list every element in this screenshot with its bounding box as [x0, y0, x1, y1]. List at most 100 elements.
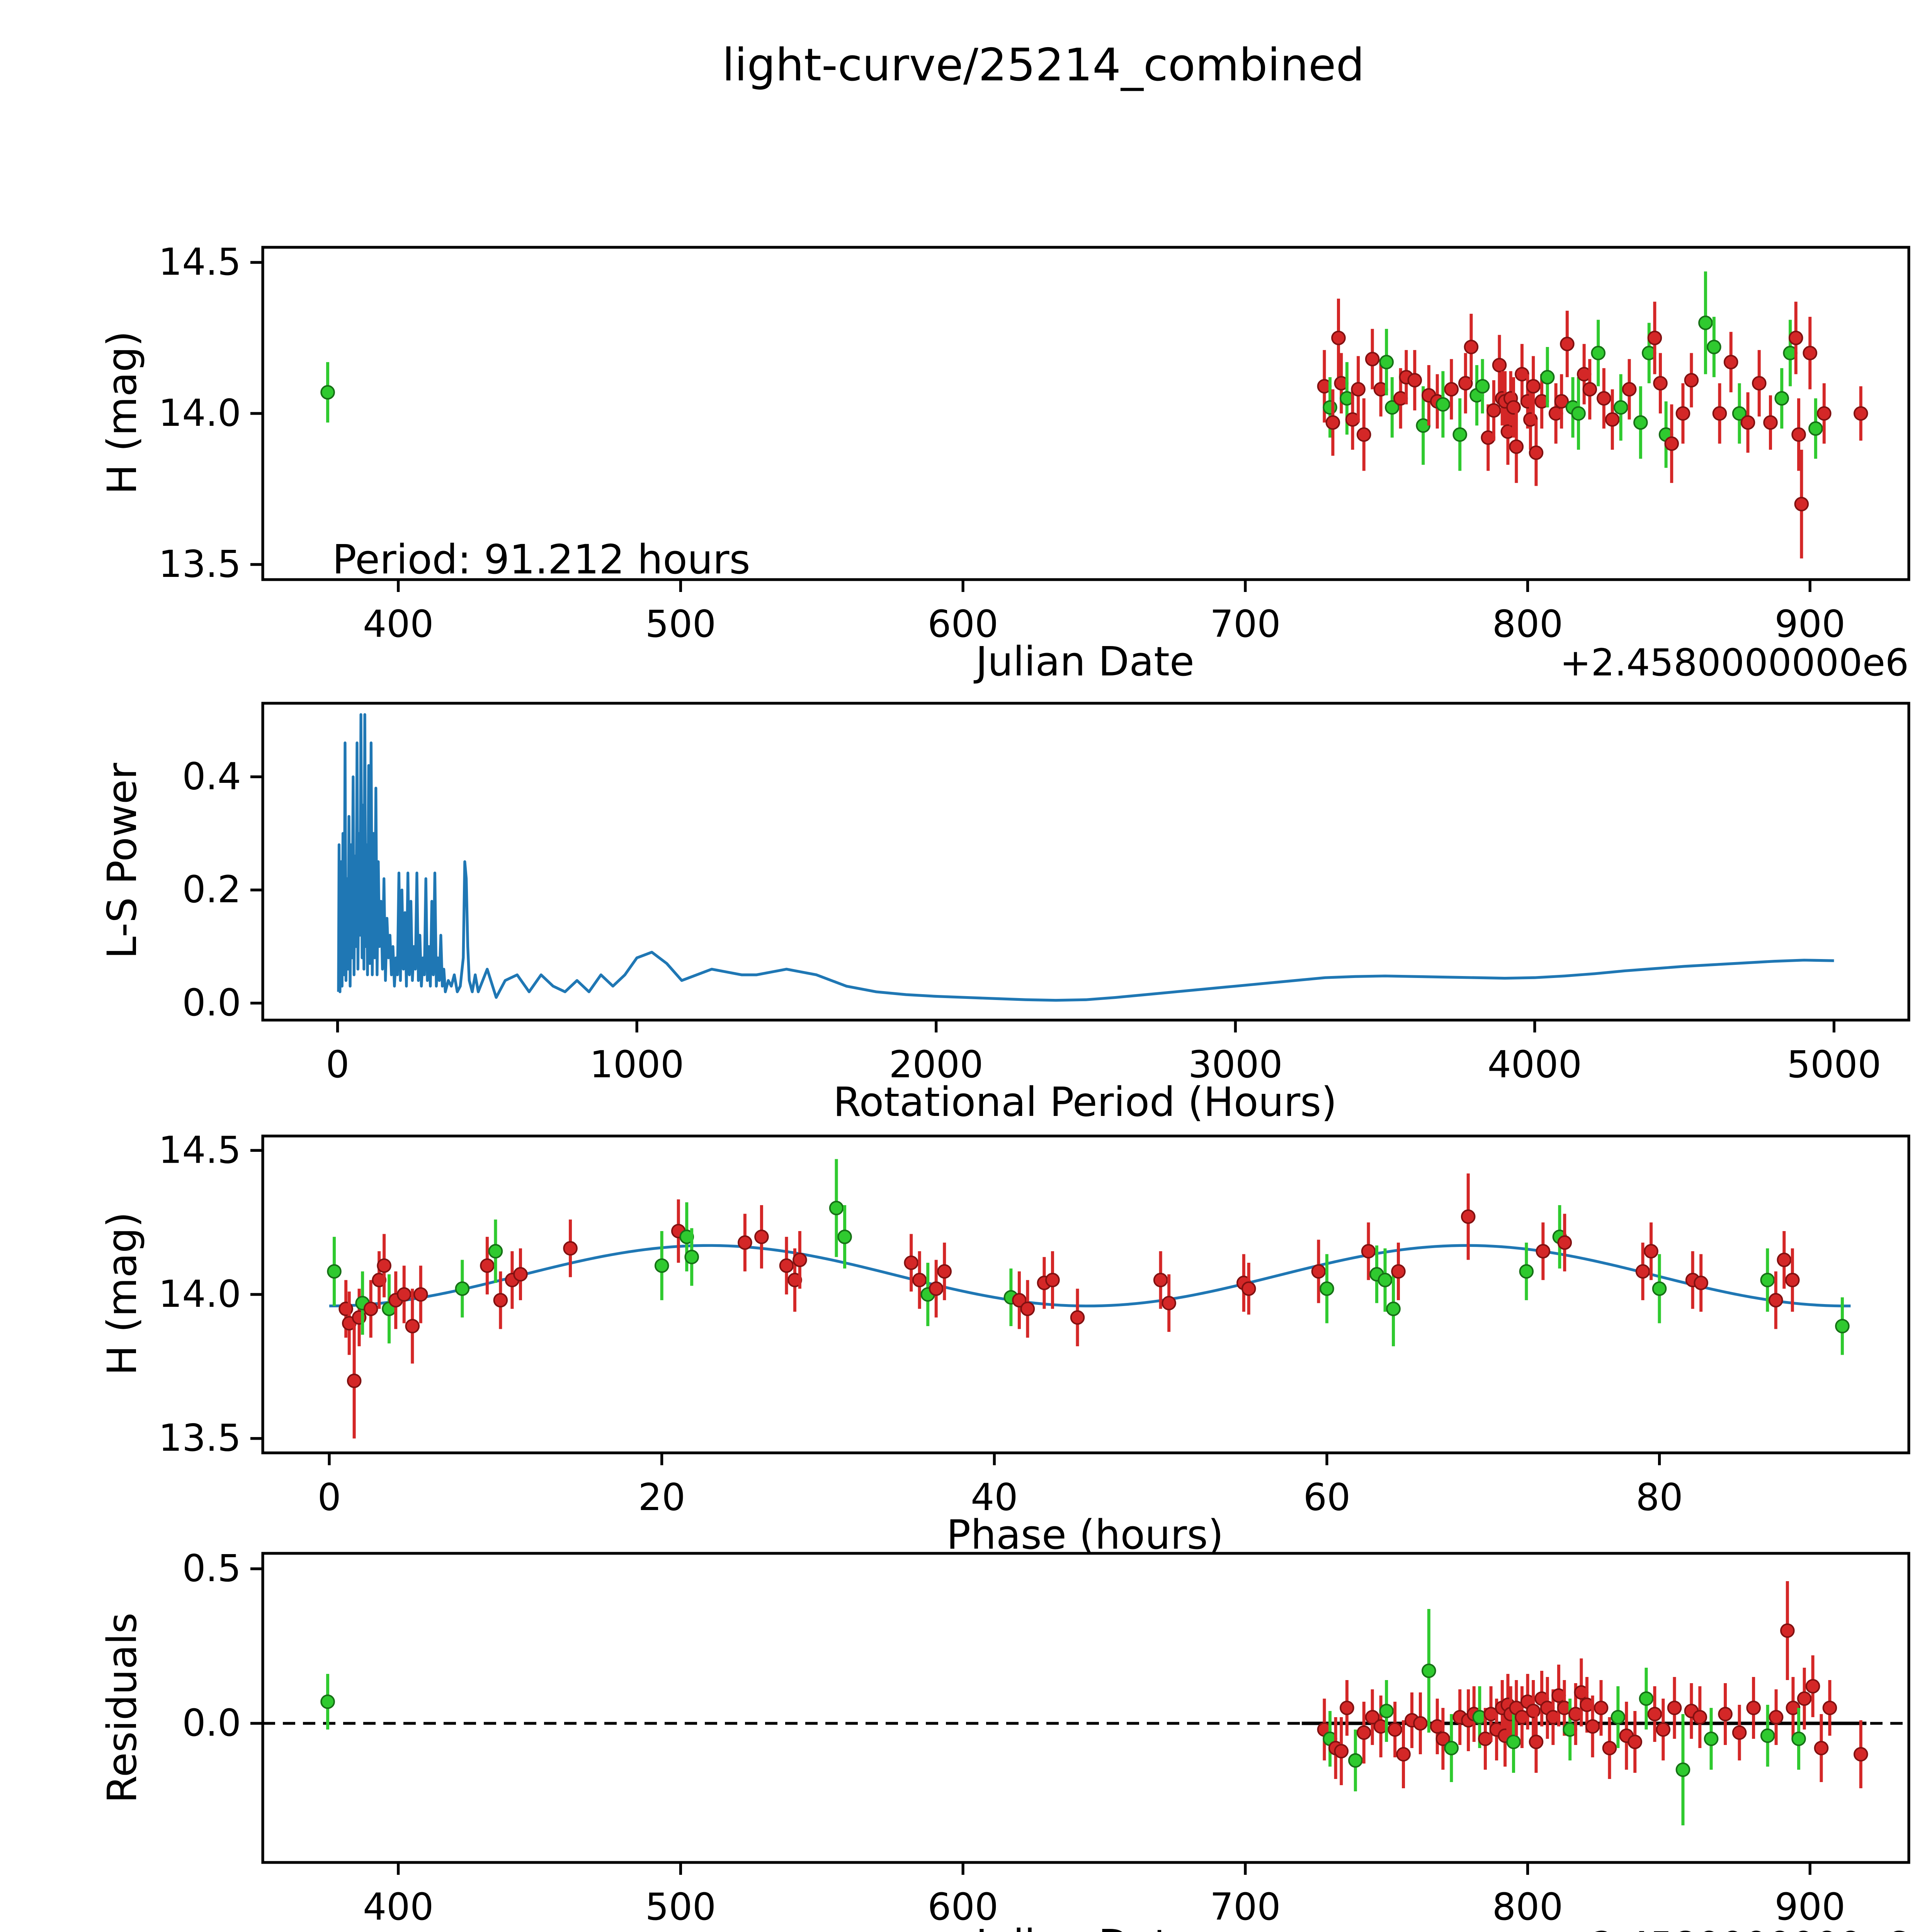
data-point-r: [937, 1264, 952, 1279]
data-point-g: [1652, 1281, 1667, 1296]
data-point-g: [1385, 400, 1400, 415]
y-tick-label: 14.5: [158, 1128, 241, 1172]
data-point-r: [1486, 403, 1501, 418]
data-point-r: [1814, 1741, 1829, 1755]
data-point-r: [1797, 1691, 1812, 1706]
data-point-r: [1791, 427, 1806, 442]
data-point-r: [413, 1287, 428, 1302]
data-point-r: [1391, 1264, 1406, 1279]
x-tick-label: 5000: [1787, 1043, 1881, 1086]
y-tick-label: 14.0: [158, 391, 241, 435]
data-point-r: [1647, 330, 1662, 345]
y-tick-label: 14.0: [158, 1272, 241, 1316]
data-point-g: [1808, 421, 1823, 436]
x-tick-label: 3000: [1188, 1043, 1282, 1086]
data-point-r: [904, 1255, 918, 1270]
subplot-phase-curve: 0 20 40 60 80 14.5 14.0 13.5: [158, 1128, 1910, 1519]
data-point-g: [1591, 345, 1606, 361]
data-point-r: [1788, 330, 1803, 345]
xlabel-lightcurve: Julian Date: [973, 638, 1194, 685]
data-point-r: [1458, 376, 1473, 391]
data-point-r: [912, 1272, 927, 1287]
data-point-r: [405, 1319, 420, 1333]
data-point-g: [1760, 1272, 1775, 1287]
data-point-r: [1664, 436, 1679, 451]
data-point-g: [1760, 1728, 1775, 1743]
data-point-g: [327, 1264, 342, 1279]
data-point-r: [1694, 1276, 1708, 1290]
data-point-g: [1379, 1704, 1394, 1718]
data-point-g: [1386, 1301, 1401, 1316]
x-tick-label: 700: [1210, 1885, 1281, 1929]
x-tick-label: 500: [645, 602, 716, 646]
data-point-r: [1675, 406, 1690, 421]
data-point-r: [738, 1235, 752, 1250]
data-point-r: [1070, 1310, 1085, 1325]
data-point-r: [1605, 412, 1620, 427]
data-point-r: [1594, 1701, 1609, 1715]
data-point-r: [1020, 1301, 1035, 1316]
data-point-g: [1611, 1710, 1626, 1725]
data-point-g: [684, 1250, 699, 1264]
data-point-r: [1769, 1710, 1784, 1725]
data-point-r: [1464, 340, 1479, 354]
data-point-r: [1597, 391, 1611, 406]
data-point-r: [1803, 345, 1818, 361]
y-tick-label: 0.5: [182, 1547, 241, 1590]
data-point-g: [1540, 370, 1555, 384]
data-point-r: [1045, 1272, 1060, 1287]
data-point-g: [1323, 400, 1337, 415]
x-tick-label: 800: [1492, 602, 1563, 646]
y-tick-label: 0.0: [182, 981, 241, 1024]
x-offset-label-residuals: +2.4580000000e6: [1560, 1924, 1909, 1932]
data-point-g: [1835, 1319, 1850, 1333]
data-point-r: [1331, 330, 1346, 345]
data-point-r: [363, 1301, 378, 1316]
x-tick-label: 600: [928, 1885, 998, 1929]
data-point-r: [1746, 1701, 1761, 1715]
y-tick-label: 0.0: [182, 1701, 241, 1745]
x-tick-label: 4000: [1488, 1043, 1582, 1086]
data-point-r: [1536, 1244, 1551, 1259]
data-point-g: [320, 385, 335, 400]
data-point-g: [1378, 1272, 1393, 1287]
data-point-g: [1698, 315, 1713, 330]
data-point-r: [1602, 1741, 1617, 1755]
y-tick-label: 0.2: [182, 868, 241, 911]
data-point-r: [1340, 1701, 1354, 1715]
data-point-r: [1667, 1701, 1682, 1715]
data-point-r: [1718, 1707, 1733, 1721]
data-point-g: [1422, 1663, 1436, 1678]
data-point-r: [1768, 1293, 1783, 1308]
ylabel-periodogram: L-S Power: [99, 763, 146, 959]
data-point-r: [1585, 1719, 1600, 1734]
data-point-g: [837, 1230, 852, 1244]
data-point-r: [377, 1258, 391, 1273]
data-point-r: [1628, 1735, 1643, 1749]
data-point-g: [1444, 1741, 1459, 1755]
data-point-g: [1506, 1735, 1521, 1749]
subplot-light-curve: 400 500 600 700 800 900 14.5 14.0 13.5: [158, 240, 1910, 646]
data-point-r: [1529, 445, 1544, 460]
x-tick-label: 900: [1775, 602, 1845, 646]
data-point-r: [1356, 1725, 1371, 1740]
data-point-r: [1647, 1707, 1662, 1721]
xlabel-residuals: Julian Date: [973, 1921, 1194, 1932]
data-point-g: [1633, 415, 1648, 430]
data-point-r: [1153, 1272, 1168, 1287]
x-tick-label: 600: [928, 602, 998, 646]
y-tick-label: 14.5: [158, 240, 241, 284]
data-point-r: [793, 1252, 807, 1267]
data-point-r: [1763, 415, 1778, 430]
data-point-r: [1740, 415, 1755, 430]
data-point-r: [1526, 1704, 1541, 1718]
data-point-r: [1822, 1701, 1837, 1715]
data-point-r: [1752, 376, 1767, 391]
x-tick-label: 800: [1492, 1885, 1563, 1929]
data-point-r: [1162, 1296, 1176, 1311]
x-tick-label: 2000: [889, 1043, 983, 1086]
data-point-r: [1356, 427, 1371, 442]
data-point-r: [1582, 382, 1597, 397]
data-point-r: [1361, 1244, 1376, 1259]
